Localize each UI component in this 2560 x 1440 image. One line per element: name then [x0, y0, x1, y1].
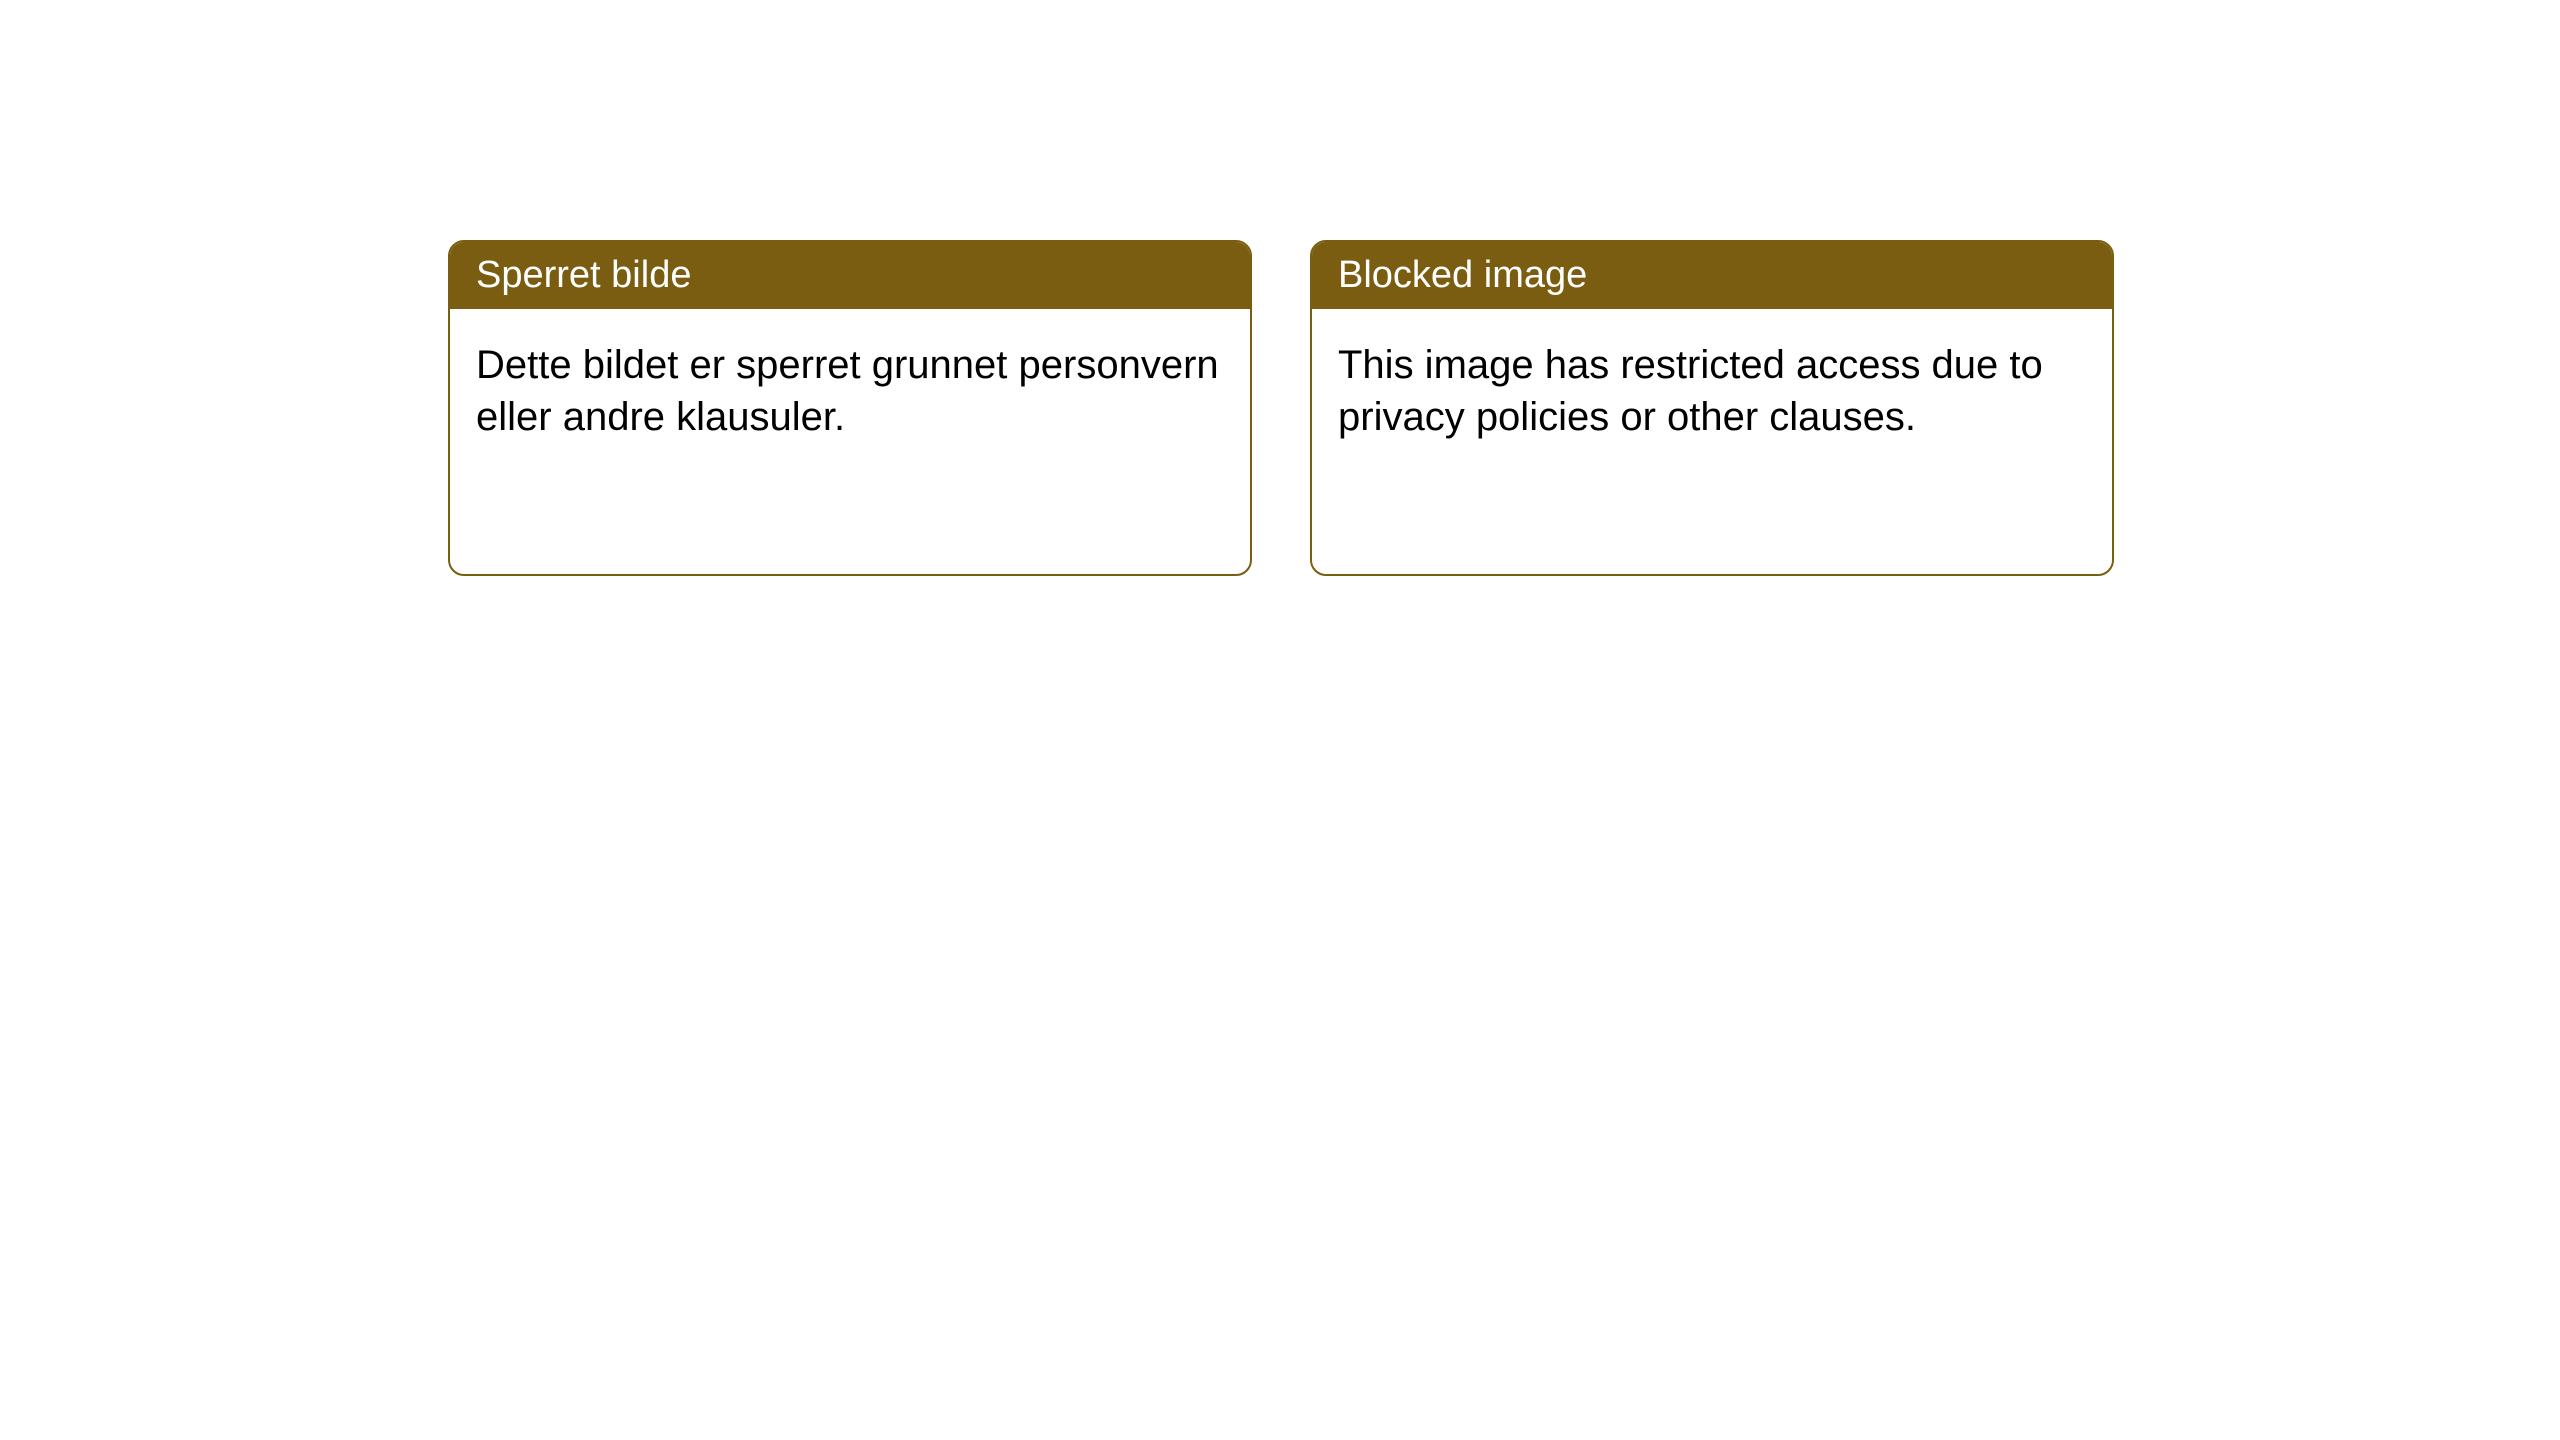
- notice-body: This image has restricted access due to …: [1312, 309, 2112, 473]
- notice-box-english: Blocked image This image has restricted …: [1310, 240, 2114, 576]
- notice-title: Sperret bilde: [476, 254, 691, 296]
- notice-container: Sperret bilde Dette bildet er sperret gr…: [0, 0, 2560, 576]
- notice-body-text: This image has restricted access due to …: [1338, 343, 2043, 439]
- notice-header: Sperret bilde: [450, 242, 1250, 309]
- notice-title: Blocked image: [1338, 254, 1587, 296]
- notice-box-norwegian: Sperret bilde Dette bildet er sperret gr…: [448, 240, 1252, 576]
- notice-body: Dette bildet er sperret grunnet personve…: [450, 309, 1250, 473]
- notice-body-text: Dette bildet er sperret grunnet personve…: [476, 343, 1219, 439]
- notice-header: Blocked image: [1312, 242, 2112, 309]
